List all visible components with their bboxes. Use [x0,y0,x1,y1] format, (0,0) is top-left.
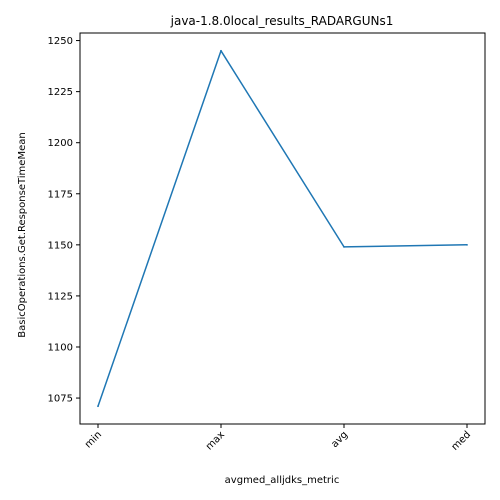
y-tick-label: 1100 [48,342,73,353]
y-tick-label: 1125 [48,291,73,302]
data-point [343,245,345,248]
chart-title: java-1.8.0local_results_RADARGUNs1 [170,14,394,28]
series-layer [97,49,468,408]
y-axis: 1075 1100 1125 1150 1175 1200 1225 1250 [48,36,80,405]
y-tick-label: 1175 [48,189,73,200]
y-tick-label: 1150 [48,240,73,251]
data-point [220,49,222,52]
series-line [97,50,468,407]
y-tick-label: 1225 [48,87,73,98]
y-tick-label: 1075 [48,394,73,405]
y-tick-label: 1200 [48,138,73,149]
data-point [97,405,99,408]
y-axis-label: BasicOperations.Get.ResponseTimeMean [17,132,28,337]
plot-frame [79,32,486,425]
plot-area [79,32,486,425]
x-axis-label: avgmed_alljdks_metric [225,475,340,486]
data-point [466,243,468,246]
y-tick-label: 1250 [48,36,73,47]
